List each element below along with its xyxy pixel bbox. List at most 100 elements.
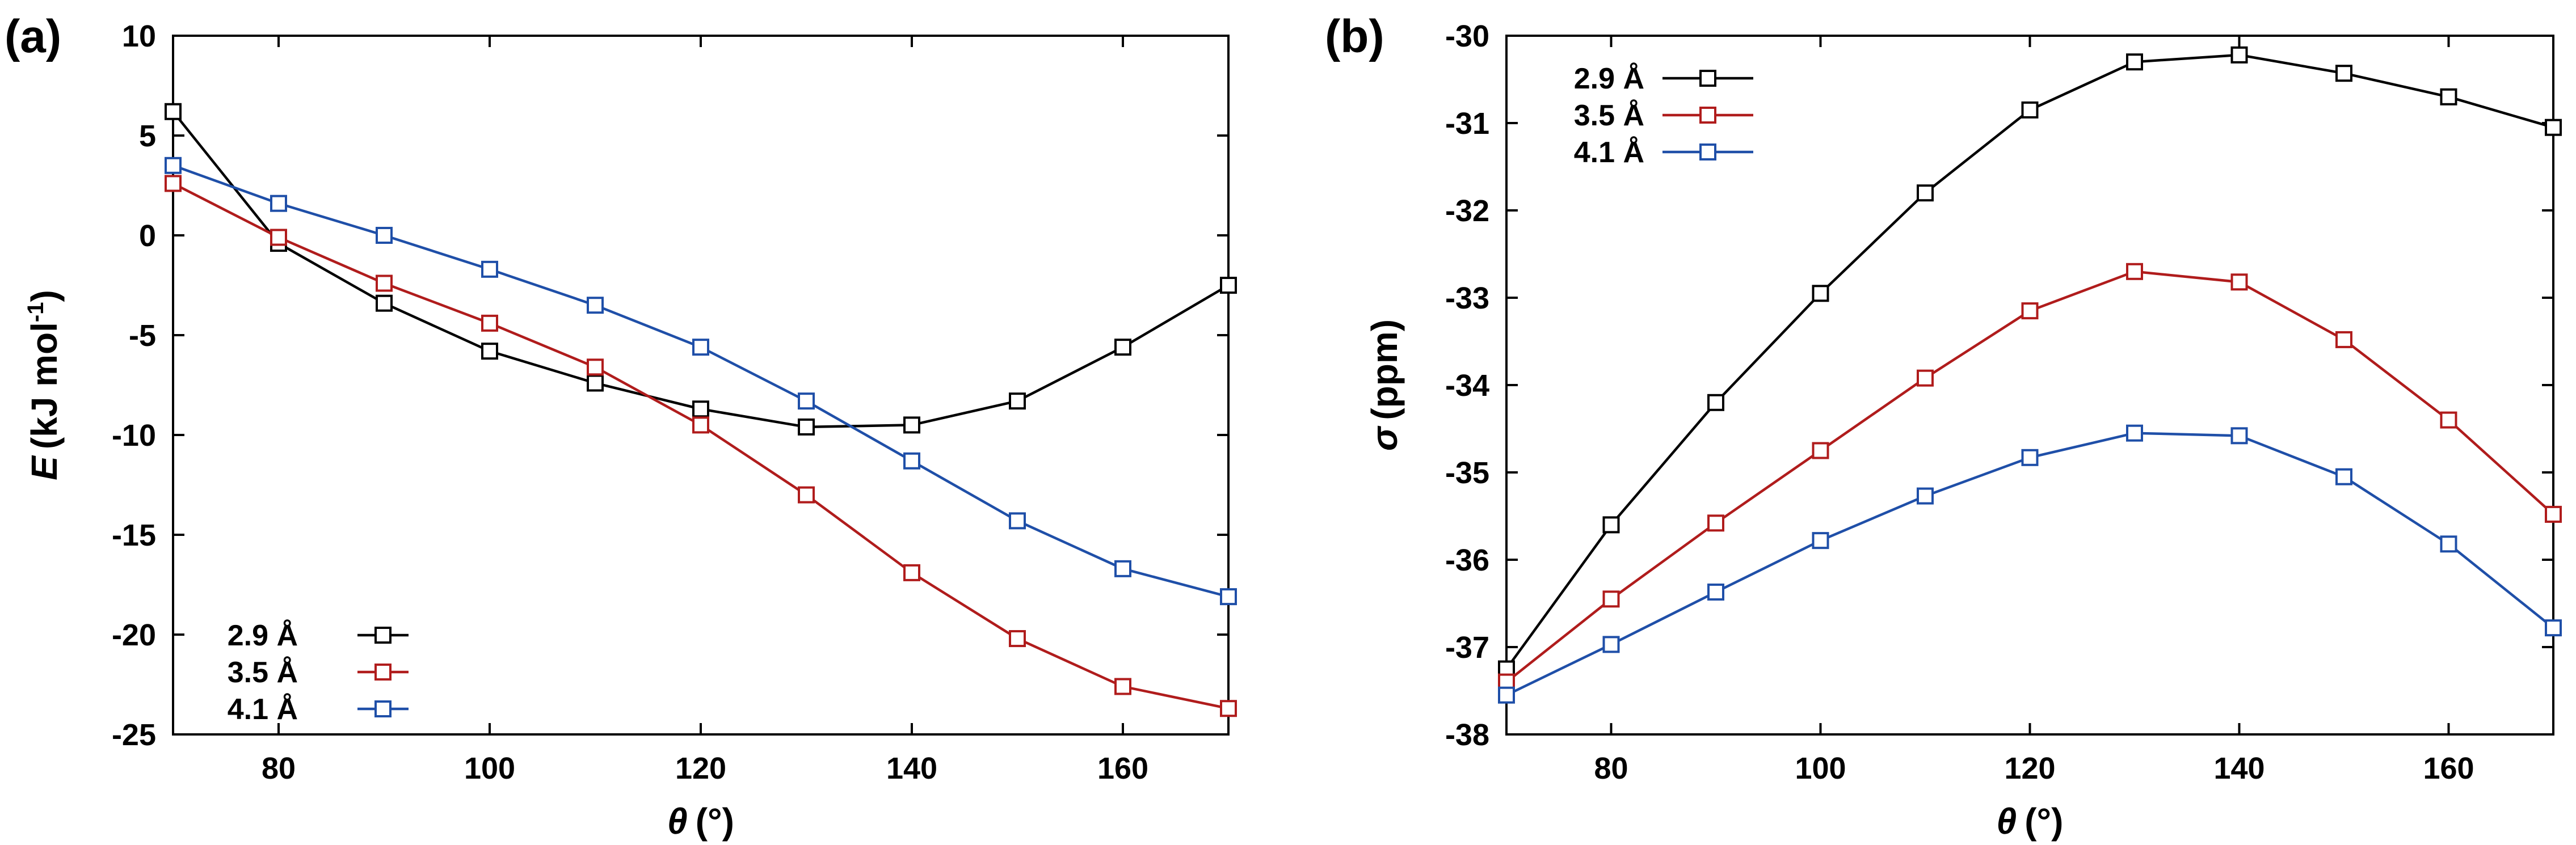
y-axis-unit: (kJ mol bbox=[24, 322, 65, 449]
x-axis-title: θ (°) bbox=[1997, 801, 2064, 842]
data-point bbox=[1707, 394, 1724, 411]
y-tick-label: 0 bbox=[139, 219, 156, 253]
data-point bbox=[798, 418, 815, 436]
data-point bbox=[587, 374, 604, 392]
series-2 bbox=[165, 175, 1237, 717]
data-point bbox=[2545, 119, 2562, 136]
data-point bbox=[1114, 678, 1131, 695]
data-point bbox=[481, 260, 498, 278]
legend-label: 3.5 Å bbox=[1574, 99, 1644, 132]
data-point bbox=[587, 358, 604, 376]
y-tick-label: -34 bbox=[1445, 369, 1489, 403]
series-1 bbox=[1498, 46, 2562, 678]
data-point bbox=[165, 103, 182, 120]
y-tick-label: 10 bbox=[122, 19, 156, 53]
data-point bbox=[1602, 590, 1620, 608]
data-point bbox=[1812, 285, 1829, 302]
series-line bbox=[1505, 53, 2554, 670]
y-axis-unit: (ppm) bbox=[1364, 319, 1405, 420]
data-point bbox=[1114, 560, 1131, 577]
legend-label: 2.9 Å bbox=[228, 619, 298, 652]
legend: 2.9 Å 3.5 Å 4.1 Å bbox=[1574, 62, 1753, 169]
data-point bbox=[270, 195, 287, 212]
legend-marker bbox=[1699, 143, 1716, 160]
legend-label: 2.9 Å bbox=[1574, 62, 1644, 95]
data-point bbox=[692, 416, 709, 434]
data-point bbox=[376, 294, 393, 312]
data-point bbox=[1220, 700, 1237, 717]
y-tick-label: -5 bbox=[129, 319, 156, 353]
x-axis-title: θ (°) bbox=[667, 801, 734, 842]
x-axis-symbol: θ bbox=[1997, 801, 2017, 842]
y-tick-label: -32 bbox=[1445, 194, 1489, 228]
series-line bbox=[172, 164, 1229, 598]
panel-label: (b) bbox=[1325, 11, 1384, 62]
data-point bbox=[2230, 273, 2248, 291]
plot-frame bbox=[1505, 35, 2554, 736]
data-point bbox=[1220, 277, 1237, 294]
data-point bbox=[903, 564, 920, 581]
y-axis-unit-exponent: -1 bbox=[23, 302, 48, 322]
data-point bbox=[2335, 468, 2352, 485]
chart-panel-2: (b) 80 100 120 140 160 -38 -37 -36 -35 -34 -33 -32 -3… bbox=[1325, 11, 2562, 842]
data-point bbox=[2440, 88, 2457, 105]
data-point bbox=[2126, 424, 2143, 442]
series-line bbox=[172, 182, 1229, 710]
x-axis-unit: (°) bbox=[2024, 801, 2063, 842]
y-tick-label: -33 bbox=[1445, 281, 1489, 315]
data-point bbox=[2126, 263, 2143, 280]
legend-marker bbox=[1699, 70, 1716, 87]
data-point bbox=[376, 274, 393, 292]
y-axis-unit-close: ) bbox=[24, 290, 65, 302]
data-point bbox=[903, 416, 920, 434]
x-tick-label: 160 bbox=[2423, 751, 2474, 785]
data-point bbox=[2021, 101, 2039, 119]
x-tick-label: 120 bbox=[2004, 751, 2055, 785]
y-tick-label: 5 bbox=[139, 119, 156, 153]
data-point bbox=[376, 227, 393, 244]
data-point bbox=[1498, 686, 1515, 704]
data-point bbox=[798, 486, 815, 504]
x-tick-label: 80 bbox=[262, 751, 296, 785]
data-point bbox=[1114, 339, 1131, 356]
x-axis-symbol: θ bbox=[667, 801, 688, 842]
legend: 2.9 Å 3.5 Å 4.1 Å bbox=[228, 619, 409, 726]
panel-label: (a) bbox=[5, 11, 61, 62]
data-point bbox=[2335, 65, 2352, 82]
series-3 bbox=[1498, 424, 2562, 704]
x-tick-label: 140 bbox=[2213, 751, 2264, 785]
data-point bbox=[1812, 532, 1829, 550]
data-point bbox=[481, 343, 498, 360]
y-tick-label: -31 bbox=[1445, 107, 1489, 141]
y-axis-symbol: E bbox=[24, 455, 65, 480]
x-tick-label: 120 bbox=[675, 751, 726, 785]
legend-marker bbox=[374, 664, 392, 681]
data-point bbox=[2440, 411, 2457, 429]
x-tick-label: 160 bbox=[1097, 751, 1148, 785]
y-tick-label: -25 bbox=[112, 718, 156, 752]
y-tick-label: -30 bbox=[1445, 19, 1489, 53]
series-line bbox=[1505, 270, 2554, 683]
data-point bbox=[2335, 331, 2352, 348]
y-axis-title: σ (ppm) bbox=[1364, 319, 1405, 451]
data-point bbox=[1009, 512, 1026, 530]
data-point bbox=[798, 392, 815, 410]
data-point bbox=[1917, 369, 1934, 387]
series-line bbox=[1506, 432, 2554, 696]
data-point bbox=[1917, 184, 1934, 202]
x-tick-label: 140 bbox=[886, 751, 937, 785]
data-point bbox=[903, 452, 920, 470]
data-point bbox=[692, 339, 709, 356]
data-point bbox=[1009, 392, 1026, 410]
data-point bbox=[2230, 427, 2248, 445]
plot-frame bbox=[172, 35, 1230, 736]
data-point bbox=[692, 400, 709, 418]
series-2 bbox=[1498, 263, 2562, 691]
data-point bbox=[481, 314, 498, 332]
series-3 bbox=[165, 157, 1237, 606]
y-axis-symbol: σ bbox=[1364, 425, 1405, 451]
x-axis-unit: (°) bbox=[696, 801, 734, 842]
data-point bbox=[2230, 46, 2248, 64]
data-point bbox=[2545, 505, 2562, 523]
